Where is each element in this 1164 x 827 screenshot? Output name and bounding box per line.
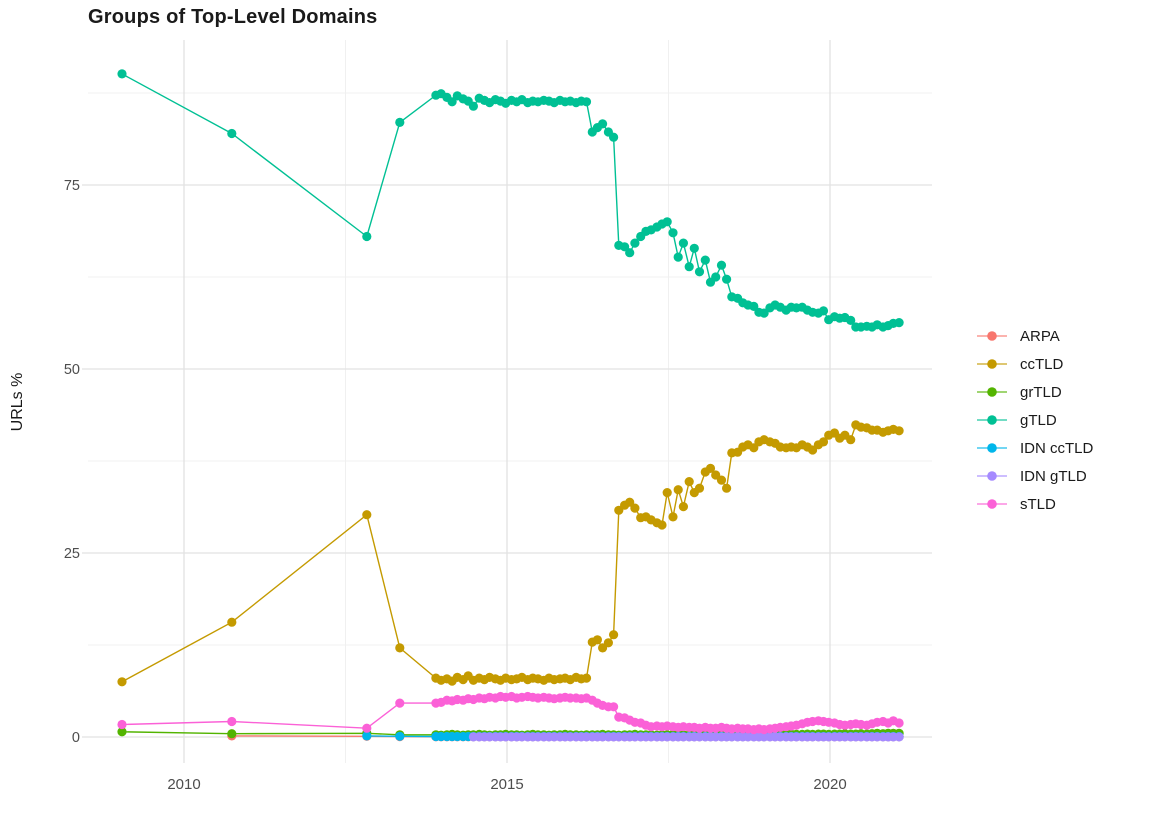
series-cctld bbox=[117, 420, 904, 687]
data-point-gtld bbox=[447, 97, 457, 107]
legend-key-icon bbox=[977, 387, 1007, 397]
data-point-cctld bbox=[684, 477, 694, 487]
data-point-cctld bbox=[581, 673, 592, 683]
data-point-cctld bbox=[673, 485, 683, 495]
data-point-cctld bbox=[846, 435, 856, 445]
data-point-gtld bbox=[609, 132, 619, 142]
data-point-cctld bbox=[657, 520, 667, 530]
legend-item-label: sTLD bbox=[1020, 495, 1056, 513]
data-point-gtld bbox=[673, 252, 683, 262]
series-line-gtld bbox=[121, 73, 900, 328]
data-point-gtld bbox=[818, 306, 829, 316]
data-point-cctld bbox=[894, 426, 904, 436]
legend-key-icon bbox=[977, 499, 1007, 509]
y-axis-label: URLs % bbox=[9, 372, 26, 432]
data-point-gtld bbox=[689, 243, 699, 253]
data-point-gtld bbox=[625, 248, 635, 258]
data-point-idn-cctld bbox=[395, 731, 405, 741]
data-point-cctld bbox=[694, 483, 705, 493]
legend-key-icon bbox=[977, 331, 1007, 341]
legend-item-label: ccTLD bbox=[1020, 355, 1064, 373]
legend-item-label: grTLD bbox=[1020, 383, 1062, 401]
data-point-gtld bbox=[117, 69, 127, 79]
data-point-stld bbox=[227, 716, 237, 727]
data-point-gtld bbox=[362, 231, 372, 242]
data-point-stld bbox=[395, 698, 405, 708]
x-tick-label: 2020 bbox=[813, 776, 846, 793]
data-point-cctld bbox=[227, 617, 237, 627]
data-point-gtld bbox=[700, 255, 710, 265]
y-tick-label: 75 bbox=[64, 178, 80, 194]
data-point-gtld bbox=[395, 117, 405, 127]
legend-item-label: IDN gTLD bbox=[1020, 467, 1087, 485]
data-point-gtld bbox=[581, 97, 592, 107]
data-point-gtld bbox=[722, 274, 732, 284]
data-point-gtld bbox=[630, 238, 640, 248]
y-tick-label: 50 bbox=[64, 362, 80, 378]
data-point-grtld bbox=[117, 727, 127, 737]
series-idn-gtld bbox=[468, 732, 904, 742]
legend-item-cctld: ccTLD bbox=[976, 350, 1093, 378]
data-point-cctld bbox=[678, 502, 689, 512]
data-point-cctld bbox=[362, 510, 372, 520]
data-point-gtld bbox=[716, 260, 727, 270]
legend: ARPA ccTLD grTLD gTLD IDN ccTLD IDN gTLD sTLD bbox=[976, 322, 1093, 518]
legend-item-grtld: grTLD bbox=[976, 378, 1093, 406]
data-point-gtld bbox=[894, 318, 904, 328]
data-point-cctld bbox=[668, 512, 678, 522]
legend-item-arpa: ARPA bbox=[976, 322, 1093, 350]
data-point-gtld bbox=[227, 128, 237, 139]
legend-key-icon bbox=[977, 443, 1007, 453]
data-point-gtld bbox=[468, 101, 478, 111]
legend-item-label: gTLD bbox=[1020, 411, 1057, 429]
data-point-cctld bbox=[395, 643, 405, 653]
data-point-stld bbox=[362, 723, 372, 733]
y-tick-label: 0 bbox=[72, 730, 80, 746]
data-point-grtld bbox=[227, 729, 237, 739]
data-point-gtld bbox=[668, 228, 678, 238]
data-point-gtld bbox=[662, 217, 672, 227]
legend-key-icon bbox=[977, 471, 1007, 481]
data-point-gtld bbox=[684, 262, 694, 272]
data-point-cctld bbox=[818, 437, 829, 447]
data-point-gtld bbox=[694, 267, 705, 277]
data-point-idn-cctld bbox=[362, 731, 372, 741]
data-point-cctld bbox=[603, 638, 614, 648]
data-point-cctld bbox=[662, 488, 672, 498]
data-point-idn-gtld bbox=[894, 732, 904, 742]
data-point-gtld bbox=[598, 119, 608, 129]
legend-key-icon bbox=[977, 415, 1007, 425]
data-point-gtld bbox=[678, 238, 689, 248]
legend-item-gtld: gTLD bbox=[976, 406, 1093, 434]
legend-item-stld: sTLD bbox=[976, 490, 1093, 518]
series-gtld bbox=[117, 69, 904, 332]
data-point-gtld bbox=[711, 272, 721, 282]
legend-item-idn-cctld: IDN ccTLD bbox=[976, 434, 1093, 462]
legend-item-idn-gtld: IDN gTLD bbox=[976, 462, 1093, 490]
data-point-cctld bbox=[705, 463, 716, 473]
data-point-cctld bbox=[716, 475, 727, 485]
data-point-gtld bbox=[846, 315, 856, 325]
data-point-stld bbox=[117, 719, 127, 730]
data-point-stld bbox=[894, 718, 904, 728]
data-point-cctld bbox=[630, 503, 640, 513]
legend-key-icon bbox=[977, 359, 1007, 369]
data-point-cctld bbox=[117, 677, 127, 687]
data-point-stld bbox=[609, 702, 619, 712]
data-point-cctld bbox=[592, 635, 603, 645]
x-tick-label: 2010 bbox=[167, 776, 200, 793]
legend-item-label: ARPA bbox=[1020, 327, 1060, 345]
chart-title: Groups of Top-Level Domains bbox=[88, 6, 378, 28]
y-tick-label: 25 bbox=[64, 546, 80, 562]
data-point-cctld bbox=[609, 630, 619, 640]
x-tick-label: 2015 bbox=[490, 776, 523, 793]
series-stld bbox=[117, 691, 904, 735]
data-point-cctld bbox=[625, 497, 635, 507]
legend-item-label: IDN ccTLD bbox=[1020, 439, 1094, 457]
data-point-cctld bbox=[722, 483, 732, 493]
